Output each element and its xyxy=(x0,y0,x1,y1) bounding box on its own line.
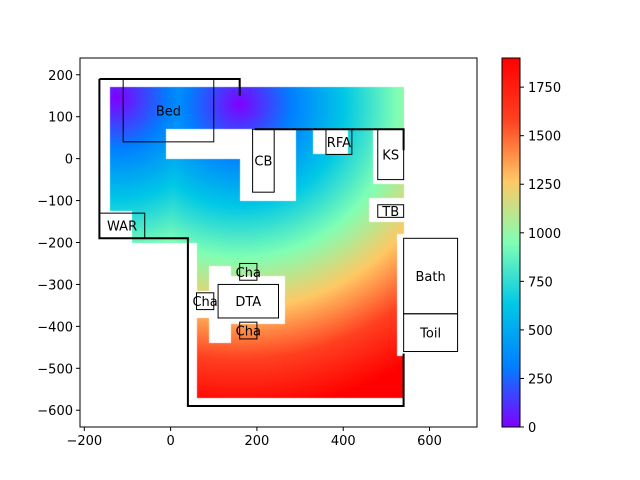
colorbar-tick-label: 1500 xyxy=(528,130,561,145)
heatmap-image xyxy=(80,58,477,427)
furniture-label: RFA xyxy=(327,136,351,151)
y-tick-label: 200 xyxy=(48,69,73,84)
furniture-cha: Cha xyxy=(236,321,261,340)
colorbar-tick-label: 1000 xyxy=(528,227,561,242)
furniture-cha: Cha xyxy=(192,292,218,311)
y-axis: −600 −500 −400 −300 −200 −100 0 100 200 xyxy=(37,69,80,419)
furniture-dta: DTA xyxy=(217,283,280,319)
furniture-label: TB xyxy=(381,205,399,220)
wall xyxy=(98,79,405,407)
x-tick-label: −200 xyxy=(66,434,102,449)
x-tick-label: 600 xyxy=(417,434,442,449)
furniture-label: KS xyxy=(382,148,399,163)
heatmap xyxy=(80,58,477,427)
y-tick-label: −300 xyxy=(37,278,73,293)
colorbar-tick-label: 500 xyxy=(528,324,553,339)
x-tick-label: 0 xyxy=(166,434,174,449)
furniture-label: Cha xyxy=(236,325,261,340)
furniture-label: Bed xyxy=(156,104,181,119)
furniture-box xyxy=(217,283,280,319)
y-tick-label: 0 xyxy=(65,153,73,168)
colorbar-tick-label: 250 xyxy=(528,372,553,387)
y-tick-label: −200 xyxy=(37,237,73,252)
furniture-cha: Cha xyxy=(236,262,261,281)
furniture-rfa: RFA xyxy=(325,128,353,155)
y-tick-label: −500 xyxy=(37,362,73,377)
y-tick-label: 100 xyxy=(48,111,73,126)
furniture-box xyxy=(239,262,258,281)
y-tick-label: −600 xyxy=(37,404,73,419)
furniture-toil: Toil xyxy=(403,313,459,353)
furniture-tb: TB xyxy=(377,204,405,220)
furniture-box xyxy=(377,204,405,218)
furniture-box xyxy=(403,313,459,353)
y-tick-label: −100 xyxy=(37,195,73,210)
furniture-label: WAR xyxy=(107,220,137,235)
colorbar-tick-label: 1250 xyxy=(528,178,561,193)
furniture-box xyxy=(239,321,258,340)
furniture-box xyxy=(98,212,146,239)
furniture-bed: Bed xyxy=(122,78,215,143)
furniture-label: CB xyxy=(254,155,272,170)
x-axis: −200 0 200 400 600 xyxy=(66,427,442,449)
furniture-cb: CB xyxy=(252,128,275,193)
furniture-layer: Bed CB RFA KS TB WAR Cha Cha Cha DTA Bath Toil xyxy=(98,78,459,353)
furniture-label: Cha xyxy=(192,295,217,310)
colorbar-fill xyxy=(502,58,520,427)
colorbar-tick-label: 1750 xyxy=(528,81,561,96)
furniture-box xyxy=(252,128,275,193)
furniture-war: WAR xyxy=(98,212,146,239)
colorbar: 0 250 500 750 1000 1250 1500 1750 xyxy=(501,57,561,436)
furniture-ks: KS xyxy=(377,128,405,181)
furniture-box xyxy=(325,128,353,155)
x-tick-label: 400 xyxy=(331,434,356,449)
furniture-box xyxy=(377,128,405,181)
colorbar-frame xyxy=(501,57,521,428)
furniture-label: Cha xyxy=(236,266,261,281)
furniture-label: DTA xyxy=(235,295,261,310)
colorbar-ticks: 0 250 500 750 1000 1250 1500 1750 xyxy=(520,81,561,436)
furniture-label: Bath xyxy=(415,270,445,285)
x-tick-label: 200 xyxy=(245,434,270,449)
furniture-box xyxy=(196,292,215,311)
furniture-box xyxy=(122,78,215,143)
furniture-label: Toil xyxy=(419,327,441,342)
colorbar-tick-label: 750 xyxy=(528,275,553,290)
y-tick-label: −400 xyxy=(37,320,73,335)
colorbar-tick-label: 0 xyxy=(528,421,536,436)
